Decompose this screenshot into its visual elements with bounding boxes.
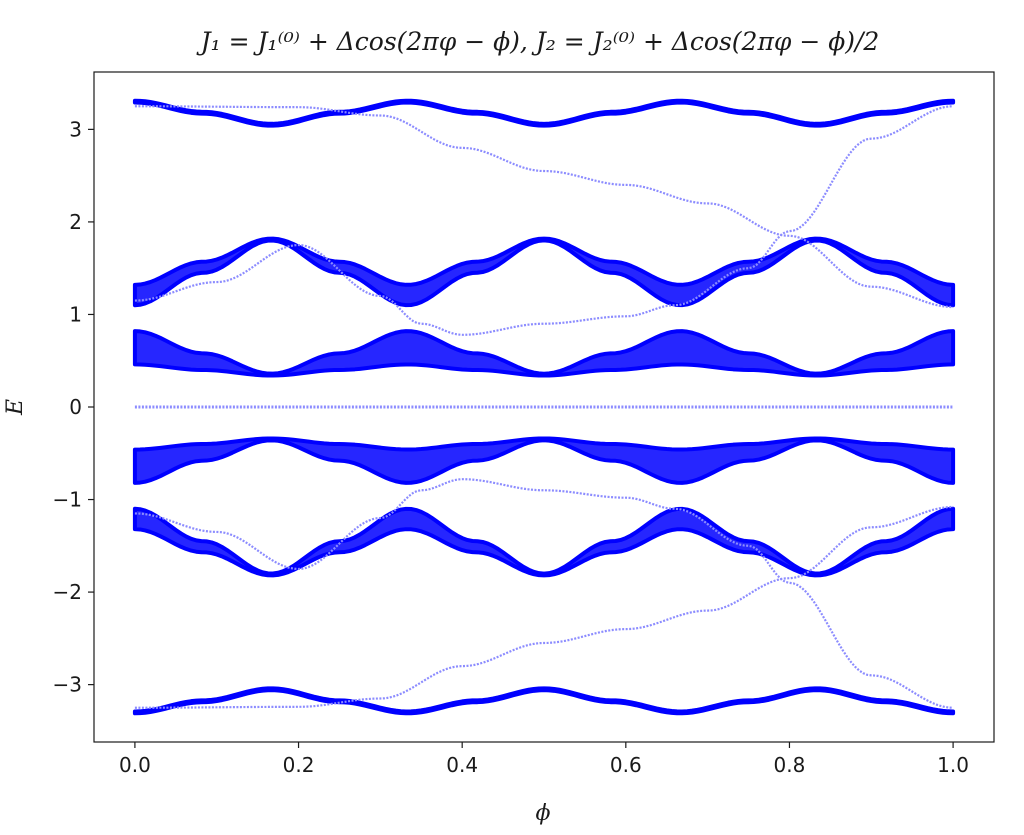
band-top-middle [132, 236, 956, 308]
x-axis-label: ϕ [536, 801, 551, 826]
edge-states [134, 105, 954, 709]
edge-state-2 [134, 105, 954, 336]
y-tick-label: 1 [69, 302, 82, 326]
x-tick-label: 0.4 [446, 753, 478, 777]
y-axis-label: E [3, 399, 28, 416]
band-top-outer [132, 98, 956, 128]
x-tick-label: 1.0 [937, 753, 969, 777]
band-top-inner [132, 329, 956, 378]
y-tick-label: −2 [53, 580, 82, 604]
edge-state-1 [134, 105, 954, 309]
edge-state-3 [134, 478, 954, 709]
x-axis-ticks: 0.0 0.2 0.4 0.6 0.8 1.0 [119, 742, 969, 777]
y-tick-label: 2 [69, 210, 82, 234]
y-tick-label: −1 [53, 488, 82, 512]
plot-area [132, 98, 956, 716]
band-bottom-outer [132, 686, 956, 716]
y-tick-label: −3 [53, 673, 82, 697]
edge-state-4 [134, 505, 954, 709]
y-tick-label: 0 [69, 395, 82, 419]
band-bottom-middle [132, 506, 956, 578]
x-tick-label: 0.6 [610, 753, 642, 777]
x-tick-label: 0.8 [774, 753, 806, 777]
y-axis-ticks: −3 −2 −1 0 1 2 3 [53, 117, 94, 697]
band-bottom-inner [132, 436, 956, 485]
bulk-bands [132, 98, 956, 716]
axes-frame [93, 71, 995, 743]
chart-title: J₁ = J₁⁽⁰⁾ + Δcos(2πφ − ϕ), J₂ = J₂⁽⁰⁾ +… [196, 27, 880, 56]
y-tick-label: 3 [69, 117, 82, 141]
x-tick-label: 0.2 [283, 753, 315, 777]
x-tick-label: 0.0 [119, 753, 151, 777]
